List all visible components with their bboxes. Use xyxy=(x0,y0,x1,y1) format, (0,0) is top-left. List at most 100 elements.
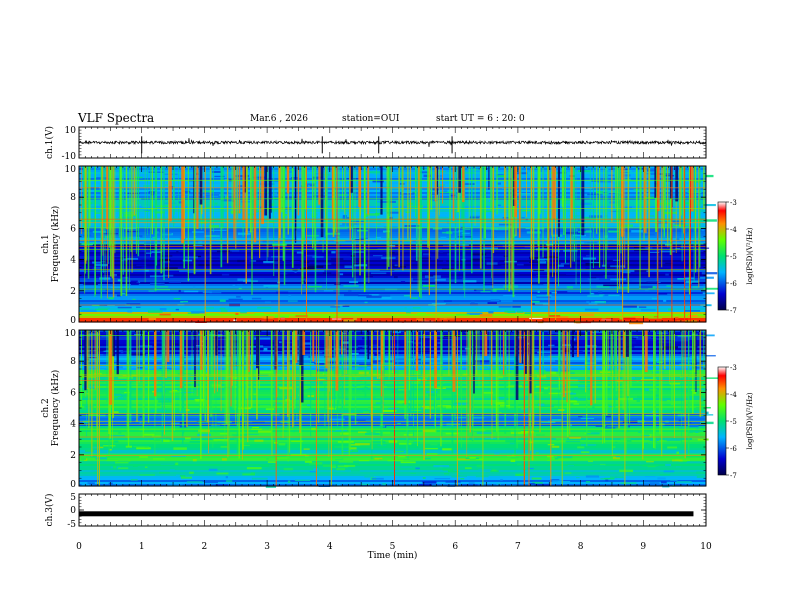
spectro-texture xyxy=(647,169,655,172)
spectro-texture xyxy=(600,315,606,317)
spectro-sferic xyxy=(109,166,111,231)
spectro-texture xyxy=(398,389,411,391)
spectro-texture xyxy=(465,467,472,469)
spectro-sferic xyxy=(392,330,394,374)
spectro-texture xyxy=(310,217,318,220)
spectro-texture xyxy=(274,402,283,404)
spectro-texture xyxy=(304,460,312,463)
spectro-sferic xyxy=(635,166,638,224)
spectro-texture xyxy=(391,343,400,346)
spectro-sferic xyxy=(570,166,572,268)
spectro-sferic xyxy=(352,166,354,278)
spectro-texture xyxy=(501,300,513,302)
spectro-texture xyxy=(580,216,596,219)
spectro-texture xyxy=(150,282,165,285)
y-tick-label: 0 xyxy=(70,506,76,516)
spectro-band xyxy=(79,472,706,475)
spectro-texture xyxy=(105,289,108,292)
spectro-texture xyxy=(655,394,659,397)
spectro-texture xyxy=(544,246,550,248)
spectro-texture xyxy=(634,246,644,249)
spectro-texture xyxy=(640,431,656,434)
spectro-texture xyxy=(198,264,211,266)
spectro-texture xyxy=(152,434,161,438)
spectro-texture xyxy=(484,422,497,424)
station-label: station=OUI xyxy=(342,114,400,124)
spectro-sferic xyxy=(619,330,621,372)
spectro-sferic xyxy=(258,330,260,380)
spectro-texture xyxy=(628,462,641,464)
spectro-texture xyxy=(287,300,298,302)
spectro-texture xyxy=(277,457,290,460)
spectro-sferic xyxy=(86,330,88,389)
x-tick-label: 7 xyxy=(515,542,521,552)
spectro-texture xyxy=(191,231,204,233)
spectro-sferic xyxy=(112,330,115,357)
ch1-spectro-ylabel-1: ch.1 xyxy=(41,234,51,253)
spectro-texture xyxy=(686,461,701,463)
spectro-sferic xyxy=(504,330,507,434)
spectro-texture xyxy=(121,392,126,395)
spectro-texture xyxy=(128,236,141,239)
spectro-texture xyxy=(671,193,687,196)
spectro-sferic xyxy=(109,330,112,405)
spectro-texture xyxy=(375,237,381,239)
spectro-sferic xyxy=(133,166,136,216)
spectro-texture xyxy=(607,174,615,176)
colorbar-label: log(PSD)(V²/Hz) xyxy=(746,227,754,284)
spectro-texture xyxy=(545,370,562,372)
spectro-texture xyxy=(501,453,512,456)
spectro-texture xyxy=(663,470,675,473)
spectro-sferic xyxy=(118,166,120,238)
spectro-texture xyxy=(395,208,399,211)
spectro-texture xyxy=(144,466,148,468)
spectro-texture xyxy=(501,265,509,267)
spectro-texture xyxy=(469,449,476,451)
spectro-texture xyxy=(381,362,395,365)
spectro-narrowband xyxy=(79,380,706,381)
spectro-texture xyxy=(132,298,136,300)
colorbar-tick-label: -7 xyxy=(730,307,737,315)
spectro-texture xyxy=(144,242,155,245)
spectro-texture xyxy=(378,294,391,297)
spectro-sferic xyxy=(663,166,665,237)
spectro-sferic xyxy=(502,330,505,375)
spectro-texture xyxy=(461,232,470,235)
spectro-texture xyxy=(531,477,542,480)
spectro-sferic xyxy=(496,330,498,432)
spectro-texture xyxy=(510,457,519,459)
spectro-narrowband xyxy=(79,198,706,200)
spectro-texture xyxy=(353,251,365,253)
spectro-sferic xyxy=(508,330,510,409)
x-tick-label: 9 xyxy=(640,542,646,552)
spectro-texture xyxy=(498,223,515,226)
spectro-event xyxy=(275,330,277,486)
spectro-texture xyxy=(381,429,395,431)
spectro-sferic xyxy=(283,330,285,430)
spectro-texture xyxy=(80,391,86,393)
spectro-band xyxy=(79,246,706,249)
spectro-texture xyxy=(87,187,100,190)
spectro-sferic xyxy=(643,166,646,233)
spectro-sferic xyxy=(181,330,184,447)
spectro-texture xyxy=(603,426,619,429)
x-tick-label: 6 xyxy=(452,542,458,552)
spectro-texture xyxy=(534,483,550,487)
spectro-texture xyxy=(627,179,636,182)
spectro-texture xyxy=(521,381,526,384)
spectro-sferic xyxy=(215,330,217,433)
spectro-band xyxy=(79,286,706,289)
spectro-sferic xyxy=(471,330,474,442)
x-tick-label: 0 xyxy=(76,542,82,552)
spectro-sferic xyxy=(226,330,229,370)
spectro-band xyxy=(79,456,706,459)
spectro-sferic xyxy=(640,166,642,230)
spectro-sferic xyxy=(589,166,591,296)
spectro-texture xyxy=(202,290,212,294)
spectro-texture xyxy=(395,358,405,360)
spectro-texture xyxy=(84,476,97,478)
spectro-texture xyxy=(631,230,643,233)
spectro-sferic xyxy=(181,166,184,244)
spectro-band xyxy=(79,204,706,207)
spectro-texture xyxy=(251,176,266,178)
